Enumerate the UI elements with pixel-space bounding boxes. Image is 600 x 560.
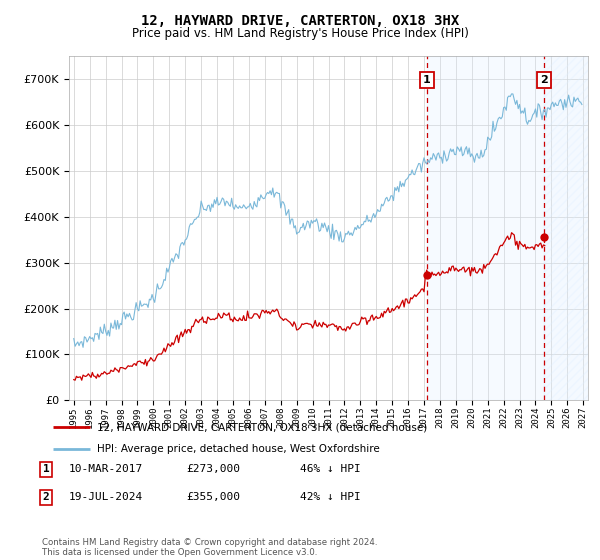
Text: 42% ↓ HPI: 42% ↓ HPI [300, 492, 361, 502]
Text: 10-MAR-2017: 10-MAR-2017 [69, 464, 143, 474]
Text: Contains HM Land Registry data © Crown copyright and database right 2024.
This d: Contains HM Land Registry data © Crown c… [42, 538, 377, 557]
Text: 2: 2 [43, 492, 50, 502]
Text: 46% ↓ HPI: 46% ↓ HPI [300, 464, 361, 474]
Text: 2: 2 [541, 75, 548, 85]
Text: 12, HAYWARD DRIVE, CARTERTON, OX18 3HX: 12, HAYWARD DRIVE, CARTERTON, OX18 3HX [141, 14, 459, 28]
Bar [544, 56, 588, 400]
Text: 1: 1 [43, 464, 50, 474]
Text: 19-JUL-2024: 19-JUL-2024 [69, 492, 143, 502]
Text: £355,000: £355,000 [186, 492, 240, 502]
Text: 12, HAYWARD DRIVE, CARTERTON, OX18 3HX (detached house): 12, HAYWARD DRIVE, CARTERTON, OX18 3HX (… [97, 422, 428, 432]
Text: £273,000: £273,000 [186, 464, 240, 474]
Text: 1: 1 [423, 75, 431, 85]
Text: HPI: Average price, detached house, West Oxfordshire: HPI: Average price, detached house, West… [97, 444, 380, 454]
Bar [427, 56, 544, 400]
Text: Price paid vs. HM Land Registry's House Price Index (HPI): Price paid vs. HM Land Registry's House … [131, 27, 469, 40]
